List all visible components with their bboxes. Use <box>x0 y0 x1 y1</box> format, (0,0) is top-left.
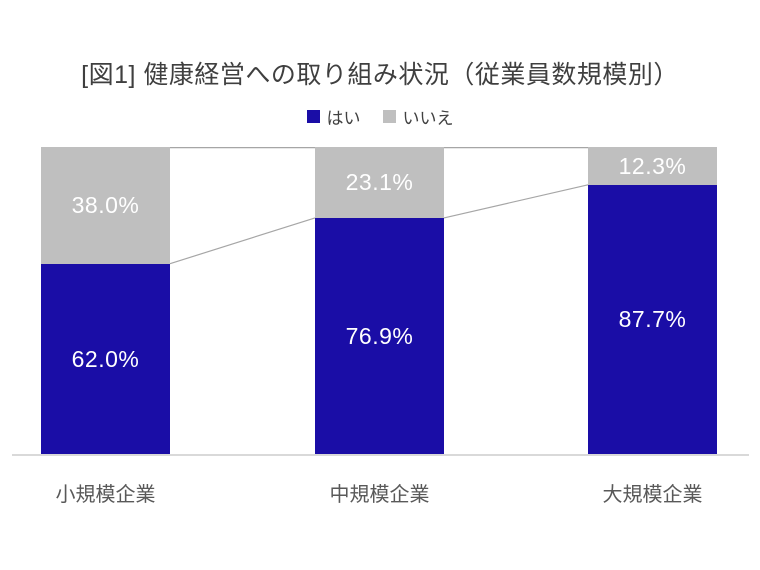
data-label: 38.0% <box>71 192 140 218</box>
category-label-1: 中規模企業 <box>329 484 430 506</box>
legend-swatch-yes-icon <box>306 110 320 123</box>
bar-segment-no-0: 38.0% <box>41 147 170 264</box>
bar-segment-no-2: 12.3% <box>588 147 717 185</box>
data-label: 62.0% <box>71 345 140 372</box>
plot-area: 38.0% 62.0% 23.1% 76.9% 12.3% 87.7% <box>41 147 717 454</box>
legend-label-yes: はい <box>326 109 361 128</box>
data-label: 76.9% <box>345 322 414 349</box>
bar-segment-no-1: 23.1% <box>315 147 444 218</box>
legend-swatch-no-icon <box>382 110 396 123</box>
bar-segment-yes-1: 76.9% <box>315 218 444 454</box>
legend-item-no: いいえ <box>382 104 454 129</box>
legend: はい いいえ <box>0 104 760 129</box>
chart-title: [図1] 健康経営への取り組み状況（従業員数規模別） <box>81 61 679 89</box>
category-axis: 小規模企業 中規模企業 大規模企業 <box>0 478 760 506</box>
legend-item-yes: はい <box>306 104 361 129</box>
data-label: 12.3% <box>618 152 687 179</box>
x-axis-line <box>12 454 749 456</box>
data-label: 87.7% <box>618 306 687 332</box>
data-label: 23.1% <box>345 169 414 195</box>
connector-lines <box>169 147 589 265</box>
bar-segment-yes-0: 62.0% <box>41 264 170 454</box>
category-label-2: 大規模企業 <box>602 484 703 506</box>
bar-segment-yes-2: 87.7% <box>588 185 717 454</box>
category-label-0: 小規模企業 <box>55 484 156 506</box>
legend-label-no: いいえ <box>402 109 454 128</box>
